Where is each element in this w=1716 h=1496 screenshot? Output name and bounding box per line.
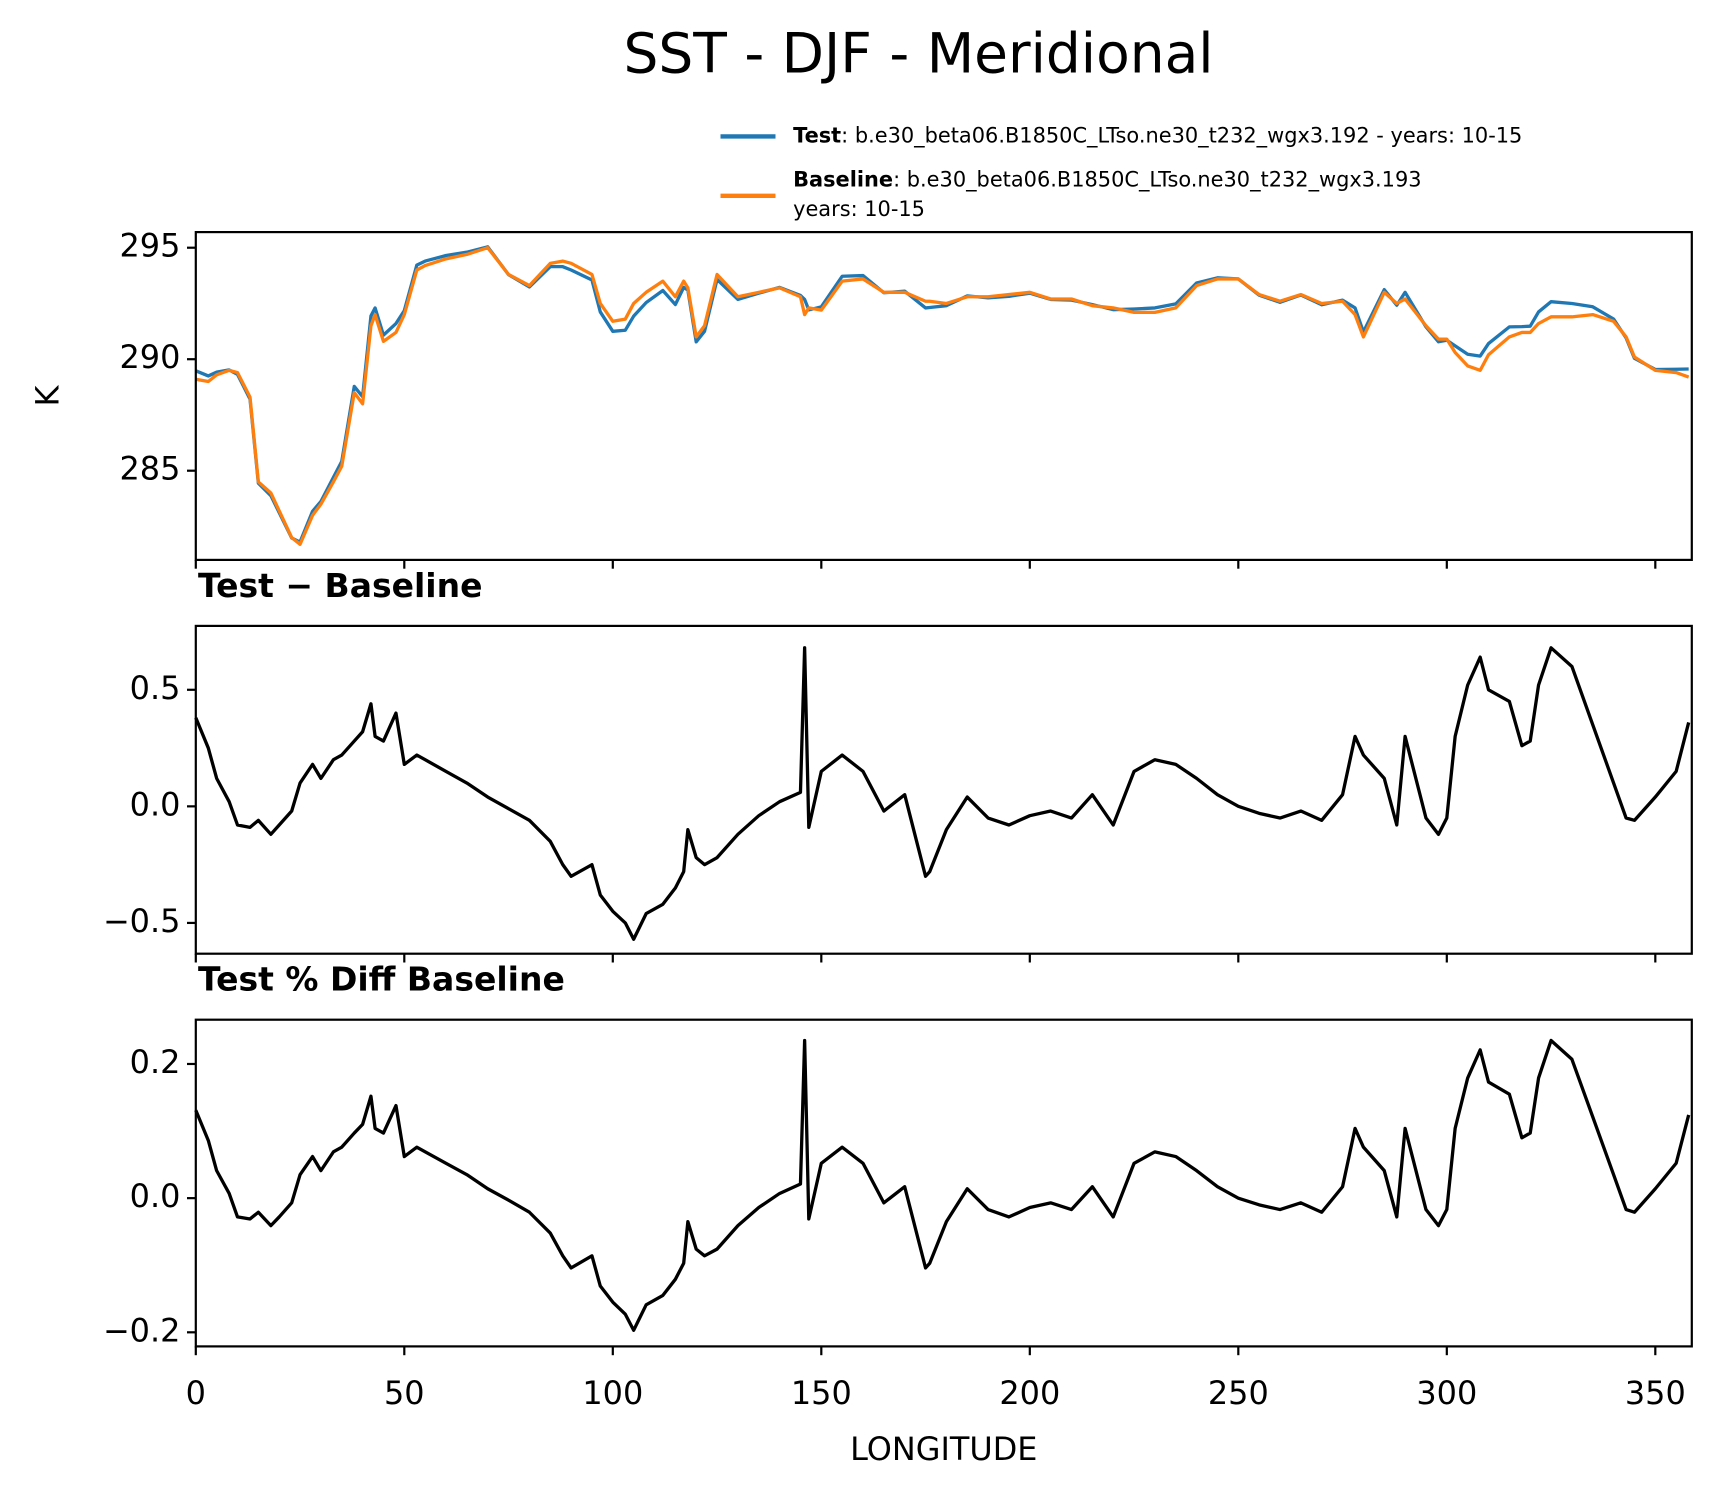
axes-frame (194, 624, 1693, 955)
x-tick-label: 350 (1625, 1374, 1686, 1412)
axes-frame (194, 231, 1693, 561)
legend-text: : b.e30_beta06.B1850C_LTso.ne30_t232_wgx… (841, 123, 1522, 148)
legend-label: years: 10-15 (793, 197, 925, 221)
y-tick-label: 290 (120, 338, 181, 376)
x-tick-label: 100 (582, 1374, 643, 1412)
x-tick-label: 200 (999, 1374, 1060, 1412)
y-tick-label: −0.2 (103, 1311, 180, 1349)
legend-text: : b.e30_beta06.B1850C_LTso.ne30_t232_wgx… (893, 167, 1421, 192)
data-line (194, 646, 1691, 941)
x-tick-label: 50 (384, 1374, 425, 1412)
figure-title: SST - DJF - Meridional (623, 21, 1213, 85)
data-line (195, 245, 1689, 544)
y-tick-label: 0.5 (130, 669, 181, 707)
y-tick-label: 0.2 (130, 1043, 181, 1081)
x-tick-label: 150 (791, 1374, 852, 1412)
y-tick-label: −0.5 (103, 902, 180, 940)
y-tick-label: 285 (120, 450, 181, 488)
legend-label: Test: b.e30_beta06.B1850C_LTso.ne30_t232… (793, 123, 1522, 148)
x-axis-label: LONGITUDE (850, 1430, 1037, 1468)
legend-label: Baseline: b.e30_beta06.B1850C_LTso.ne30_… (793, 167, 1421, 192)
y-axis-label: K (28, 384, 66, 406)
data-line (194, 1038, 1691, 1332)
y-tick-label: 295 (120, 227, 181, 265)
y-tick-label: 0.0 (130, 1177, 181, 1215)
panel-title: Test − Baseline (198, 566, 483, 605)
legend-name: Baseline (793, 167, 893, 191)
legend-name: Test (793, 123, 841, 147)
x-tick-label: 300 (1416, 1374, 1477, 1412)
y-tick-label: 0.0 (130, 785, 181, 823)
x-tick-label: 250 (1208, 1374, 1269, 1412)
data-line (195, 246, 1690, 546)
axes-frame (194, 1018, 1693, 1348)
panel-title: Test % Diff Baseline (198, 960, 565, 999)
x-tick-label: 0 (186, 1374, 206, 1412)
legend-text: years: 10-15 (793, 197, 925, 221)
